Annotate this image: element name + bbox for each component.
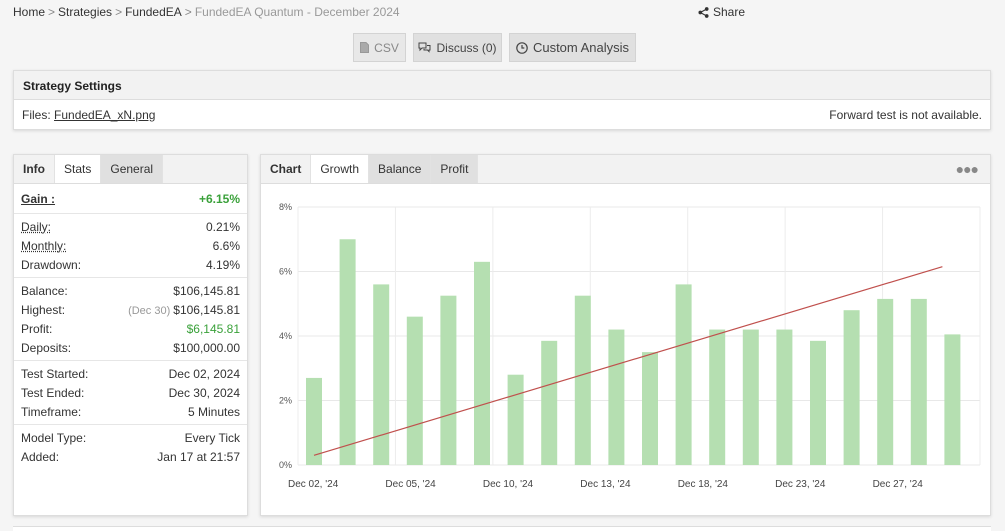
- breadcrumb-strategies[interactable]: Strategies: [58, 5, 113, 19]
- y-tick-label: 8%: [279, 202, 292, 212]
- growth-bar: [541, 340, 558, 465]
- growth-bar: [742, 329, 759, 465]
- files-row: Files: FundedEA_xN.png: [22, 108, 155, 122]
- comments-icon: [418, 42, 431, 53]
- tab-profit[interactable]: Profit: [431, 155, 479, 183]
- y-tick-label: 4%: [279, 331, 292, 341]
- growth-bar: [406, 316, 423, 465]
- growth-bar: [474, 261, 490, 465]
- x-tick-label: Dec 13, '24: [580, 479, 631, 490]
- growth-chart: 0% 2% 4% 6% 8% Dec 02, '24 Dec 05, '24 Dec 10, …: [279, 202, 981, 490]
- strategy-settings-title: Strategy Settings: [14, 71, 990, 100]
- model-type-label: Model Type:: [21, 430, 87, 445]
- info-panel: Info Stats General Gain : +6.15% Daily: 0…: [13, 154, 248, 516]
- drawdown-label: Drawdown:: [21, 257, 82, 272]
- balance-label: Balance:: [21, 283, 68, 298]
- discuss-button[interactable]: Discuss (0): [413, 33, 502, 62]
- added-value: Jan 17 at 21:57: [157, 449, 240, 464]
- tab-general[interactable]: General: [101, 155, 164, 183]
- growth-bar: [642, 352, 658, 465]
- share-label: Share: [713, 5, 746, 19]
- growth-bar: [306, 377, 322, 465]
- drawdown-value: 4.19%: [205, 257, 240, 272]
- monthly-value: 6.6%: [212, 238, 240, 253]
- daily-label: Daily:: [21, 219, 52, 234]
- test-ended-label: Test Ended:: [21, 385, 85, 400]
- highest-label: Highest:: [21, 302, 66, 317]
- highest-date: (Dec 30): [128, 304, 171, 317]
- growth-bar: [440, 295, 457, 465]
- gain-value: +6.15%: [198, 191, 240, 206]
- breadcrumb-current: FundedEA Quantum - December 2024: [194, 5, 400, 19]
- file-link[interactable]: FundedEA_xN.png: [54, 108, 156, 122]
- y-tick-label: 2%: [279, 396, 292, 406]
- test-ended-value: Dec 30, 2024: [168, 385, 240, 400]
- tab-chart[interactable]: Chart: [261, 155, 312, 183]
- x-tick-label: Dec 10, '24: [483, 479, 534, 490]
- highest-value: $106,145.81: [173, 302, 240, 317]
- y-tick-label: 6%: [279, 267, 292, 277]
- profit-value: $6,145.81: [186, 321, 240, 336]
- growth-bar: [608, 329, 625, 465]
- growth-trend-line: [313, 266, 943, 456]
- csv-label: CSV: [374, 40, 399, 55]
- balance-value: $106,145.81: [173, 283, 240, 298]
- x-tick-label: Dec 05, '24: [385, 479, 436, 490]
- custom-analysis-label: Custom Analysis: [532, 40, 630, 55]
- file-icon: [360, 42, 370, 53]
- growth-bar: [944, 334, 961, 465]
- growth-bar: [709, 329, 726, 465]
- x-tick-label: Dec 27, '24: [873, 479, 924, 490]
- tab-stats[interactable]: Stats: [55, 155, 102, 183]
- growth-bar: [877, 298, 894, 465]
- more-options-icon[interactable]: ●●●: [955, 161, 979, 177]
- share-icon: [698, 6, 709, 18]
- tab-info[interactable]: Info: [14, 155, 55, 183]
- growth-bar: [675, 284, 692, 465]
- breadcrumb: Home > Strategies > FundedEA > FundedEA Quantu…: [13, 5, 400, 19]
- x-tick-label: Dec 23, '24: [775, 479, 826, 490]
- tab-balance[interactable]: Balance: [369, 155, 432, 183]
- discuss-label: Discuss (0): [436, 40, 497, 55]
- test-started-value: Dec 02, 2024: [168, 366, 240, 381]
- model-type-value: Every Tick: [184, 430, 240, 445]
- test-started-label: Test Started:: [21, 366, 89, 381]
- chart-panel: Chart Growth Balance Profit ●●● 0% 2% 4% 6%…: [260, 154, 991, 516]
- forward-test-note: Forward test is not available.: [829, 108, 982, 122]
- gain-label: Gain :: [21, 191, 56, 206]
- growth-bar: [843, 310, 860, 465]
- monthly-label: Monthly:: [21, 238, 67, 253]
- breadcrumb-fundedea[interactable]: FundedEA: [125, 5, 182, 19]
- daily-value: 0.21%: [205, 219, 240, 234]
- bottom-panel-edge: [13, 526, 991, 531]
- custom-analysis-button[interactable]: Custom Analysis: [509, 33, 636, 62]
- timeframe-label: Timeframe:: [21, 404, 82, 419]
- timeframe-value: 5 Minutes: [187, 404, 240, 419]
- strategy-settings-panel: Strategy Settings Files: FundedEA_xN.png…: [13, 70, 991, 130]
- breadcrumb-home[interactable]: Home: [13, 5, 46, 19]
- csv-button[interactable]: CSV: [353, 33, 406, 62]
- deposits-value: $100,000.00: [173, 340, 240, 355]
- growth-bar: [507, 374, 524, 465]
- growth-bar: [776, 329, 793, 465]
- files-label: Files:: [22, 108, 51, 122]
- tab-growth[interactable]: Growth: [311, 155, 370, 183]
- share-button[interactable]: Share: [698, 5, 745, 19]
- x-tick-label: Dec 02, '24: [288, 479, 339, 490]
- growth-bar: [574, 295, 591, 465]
- growth-bar: [810, 340, 826, 465]
- y-tick-label: 0%: [279, 460, 292, 470]
- growth-bar: [339, 239, 356, 465]
- x-tick-label: Dec 18, '24: [678, 479, 729, 490]
- growth-bar: [910, 298, 927, 465]
- growth-bar: [373, 284, 390, 465]
- profit-label: Profit:: [21, 321, 53, 336]
- gain-row: Gain : +6.15%: [14, 184, 247, 214]
- clock-icon: [516, 41, 528, 54]
- added-label: Added:: [21, 449, 60, 464]
- deposits-label: Deposits:: [21, 340, 72, 355]
